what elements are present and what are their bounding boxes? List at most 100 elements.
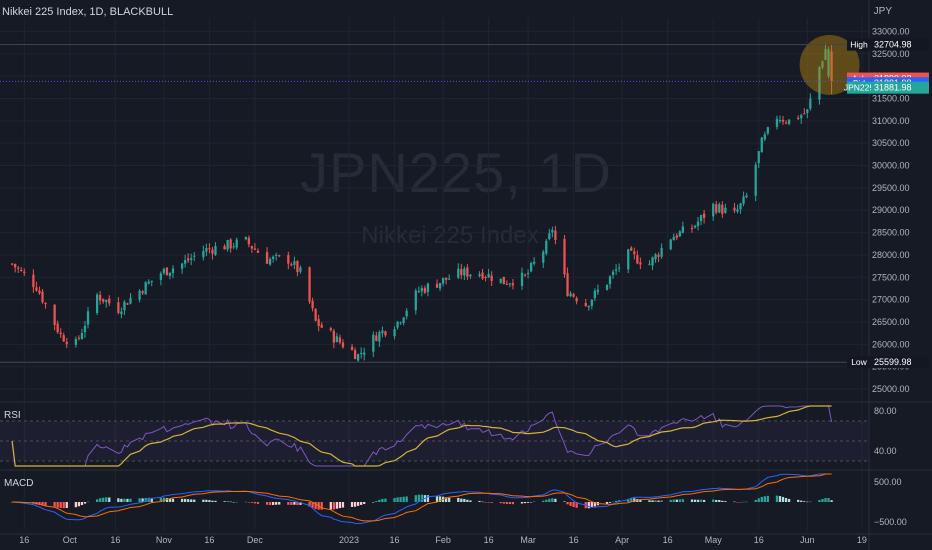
candle-body <box>378 331 381 342</box>
macd-histogram-bar <box>41 502 44 506</box>
macd-histogram-bar <box>193 499 196 502</box>
candle-body <box>593 290 596 299</box>
candle-body <box>187 258 190 261</box>
candle-body <box>296 260 299 273</box>
macd-histogram-bar <box>44 502 47 506</box>
macd-histogram-bar <box>226 501 229 502</box>
rsi-ma-line <box>11 405 832 467</box>
candle-body <box>190 258 193 260</box>
macd-histogram-bar <box>393 498 396 502</box>
symbol-title[interactable]: Nikkei 225 Index, 1D, BLACKBULL <box>2 6 174 18</box>
macd-histogram-bar <box>721 500 724 502</box>
macd-histogram-bar <box>660 500 663 502</box>
candle-body <box>690 227 694 230</box>
rsi-label[interactable]: RSI <box>4 410 21 421</box>
macd-histogram-bar <box>690 499 694 502</box>
macd-histogram-bar <box>108 497 111 502</box>
macd-histogram-bar <box>159 497 162 502</box>
price-tick-label: 31500.00 <box>872 93 910 103</box>
candle-body <box>399 322 402 324</box>
macd-histogram-bar <box>123 498 126 502</box>
macd-histogram-bar <box>448 497 451 502</box>
macd-histogram-bar <box>575 502 578 508</box>
high-tag[interactable]: High 32704.98 <box>847 38 929 51</box>
candle-body <box>253 248 257 250</box>
candle-body <box>724 207 727 213</box>
candle-body <box>414 290 417 311</box>
macd-histogram-bar <box>202 499 205 502</box>
candle-body <box>214 246 217 256</box>
candle-body <box>818 66 821 100</box>
macd-histogram-bar <box>420 494 423 502</box>
time-tick-label: 16 <box>484 535 494 545</box>
candle-body <box>35 287 38 291</box>
candle-body <box>548 233 551 240</box>
macd-histogram-bar <box>126 498 129 502</box>
candle-body <box>596 289 600 292</box>
candle-body <box>438 282 442 289</box>
time-tick-label: 16 <box>663 535 673 545</box>
macd-histogram-bar <box>38 502 41 505</box>
macd-histogram-bar <box>74 502 78 508</box>
candle-body <box>499 278 502 283</box>
candle-body <box>520 272 524 287</box>
time-tick-label: 16 <box>19 535 29 545</box>
candle-body <box>62 335 65 342</box>
candle-body <box>17 267 20 269</box>
price-tick-label: 26000.00 <box>872 339 910 349</box>
macd-histogram-bar <box>587 502 590 509</box>
candle-body <box>317 319 320 326</box>
candles <box>0 34 868 363</box>
macd-histogram-bar <box>445 497 448 502</box>
macd-histogram-bar <box>457 497 460 502</box>
macd-label[interactable]: MACD <box>4 478 34 489</box>
macd-histogram-bar <box>253 502 257 504</box>
macd-histogram-bar <box>681 499 685 502</box>
candle-body <box>569 293 572 297</box>
macd-histogram-bar <box>824 498 827 502</box>
macd-histogram-bar <box>183 498 187 502</box>
candle-body <box>420 288 423 292</box>
candle-body <box>678 231 681 237</box>
macd-histogram-bar <box>129 498 132 502</box>
candle-body <box>59 332 62 335</box>
candle-body <box>445 277 448 280</box>
symbol-tag[interactable]: JPN225 31881.98 <box>844 81 929 94</box>
candle-body <box>806 109 809 114</box>
macd-histogram-bar <box>396 497 399 502</box>
candle-body <box>350 346 354 351</box>
candle-body <box>648 264 651 266</box>
macd-histogram-bar <box>77 502 81 507</box>
macd-histogram-bar <box>505 502 508 504</box>
macd-histogram-bar <box>739 502 742 503</box>
candle-body <box>32 274 35 288</box>
macd-histogram-bar <box>187 499 190 502</box>
candle-body <box>542 251 545 263</box>
candle-body <box>781 119 785 122</box>
candle-body <box>268 258 272 265</box>
candle-body <box>745 195 748 198</box>
candle-body <box>229 239 232 249</box>
candle-body <box>763 134 766 140</box>
price-tick-label: 32500.00 <box>872 49 910 59</box>
macd-histogram-bar <box>466 499 469 502</box>
candle-body <box>566 273 569 297</box>
macd-histogram-bar <box>95 499 99 502</box>
candle-body <box>575 297 578 302</box>
candle-body <box>223 245 226 250</box>
macd-histogram-bar <box>675 499 678 502</box>
candle-body <box>448 278 451 280</box>
macd-histogram-bar <box>548 498 551 502</box>
candle-body <box>299 267 302 272</box>
candle-body <box>669 239 672 250</box>
macd-histogram-bar <box>211 500 214 502</box>
candle-body <box>384 331 387 336</box>
low-tag[interactable]: Low 25599.98 <box>847 356 929 369</box>
candle-body <box>314 308 317 321</box>
macd-histogram-bar <box>290 502 293 505</box>
candle-body <box>460 269 463 276</box>
candle-body <box>120 311 123 315</box>
candle-body <box>693 225 697 228</box>
